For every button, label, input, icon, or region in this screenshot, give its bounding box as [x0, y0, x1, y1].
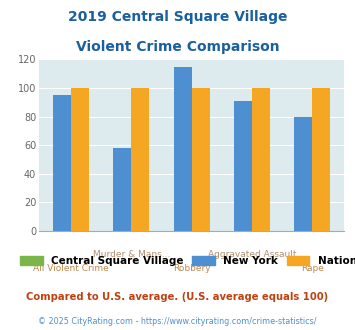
Bar — [192, 88, 210, 231]
Bar — [131, 88, 149, 231]
Bar — [234, 101, 252, 231]
Bar — [252, 88, 270, 231]
Bar — [312, 88, 331, 231]
Text: Robbery: Robbery — [173, 264, 211, 273]
Text: Murder & Mans...: Murder & Mans... — [93, 250, 170, 259]
Legend: Central Square Village, New York, National: Central Square Village, New York, Nation… — [16, 252, 355, 270]
Bar — [113, 148, 131, 231]
Text: All Violent Crime: All Violent Crime — [33, 264, 109, 273]
Bar — [53, 95, 71, 231]
Text: © 2025 CityRating.com - https://www.cityrating.com/crime-statistics/: © 2025 CityRating.com - https://www.city… — [38, 317, 317, 326]
Text: Rape: Rape — [301, 264, 324, 273]
Text: Compared to U.S. average. (U.S. average equals 100): Compared to U.S. average. (U.S. average … — [26, 292, 329, 302]
Bar — [71, 88, 89, 231]
Text: 2019 Central Square Village: 2019 Central Square Village — [68, 10, 287, 24]
Bar — [294, 116, 312, 231]
Bar — [174, 67, 192, 231]
Text: Violent Crime Comparison: Violent Crime Comparison — [76, 40, 279, 53]
Text: Aggravated Assault: Aggravated Assault — [208, 250, 296, 259]
